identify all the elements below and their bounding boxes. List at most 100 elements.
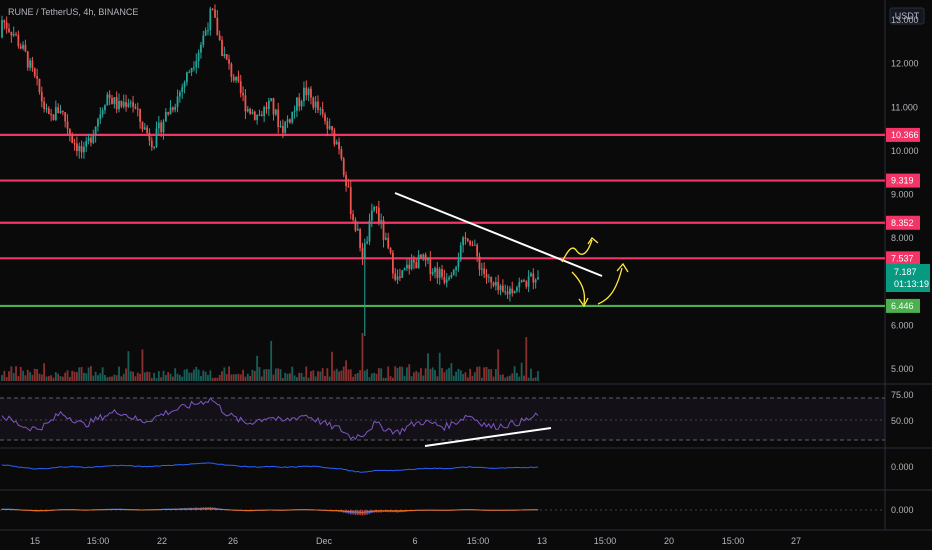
volume-bar	[253, 370, 256, 381]
volume-bar	[125, 368, 127, 381]
volume-bar	[15, 366, 17, 381]
candle-body	[174, 106, 177, 110]
candle-body	[277, 109, 280, 128]
volume-bar	[408, 364, 411, 381]
volume-bar	[478, 366, 481, 381]
price-tick-label: 6.000	[891, 320, 914, 330]
candle-body	[288, 119, 291, 123]
candle-body	[176, 96, 179, 107]
volume-bar	[335, 368, 338, 381]
candle-body	[455, 267, 457, 270]
candle-body	[312, 97, 315, 108]
candle-body	[408, 264, 411, 269]
volume-bar	[73, 371, 76, 381]
candle-body	[75, 143, 78, 152]
price-axis[interactable]: 13.00012.00011.00010.0009.0008.0007.0006…	[891, 15, 919, 374]
volume-bar	[338, 371, 340, 381]
candle-body	[389, 247, 392, 253]
volume-bar	[80, 367, 83, 381]
candle-body	[127, 103, 130, 107]
volume-bar	[352, 376, 354, 381]
volume-bar	[368, 377, 371, 381]
candle-body	[207, 30, 209, 32]
volume-bar	[457, 368, 460, 381]
candle-body	[38, 78, 41, 93]
volume-bar	[396, 367, 399, 381]
candle-body	[504, 291, 507, 293]
candle-body	[150, 140, 153, 148]
volume-bar	[354, 374, 357, 381]
volume-bar	[288, 373, 291, 381]
candle-body	[188, 72, 191, 74]
candle-body	[129, 102, 132, 104]
volume-bar	[195, 366, 198, 381]
time-axis[interactable]: 15 15:00 22 26 Dec 6 15:00 13 15:00 20 15:00 27	[30, 536, 801, 546]
level-tag	[886, 127, 920, 142]
candle-body	[197, 52, 200, 62]
price-trendline[interactable]	[394, 192, 603, 277]
candle-body	[436, 268, 439, 278]
volume-bar	[420, 368, 422, 381]
candle-body	[47, 108, 50, 115]
candle-body	[148, 132, 151, 141]
currency-button-bg[interactable]	[889, 7, 925, 25]
osc-axis-zero: 0.000	[891, 462, 914, 472]
candle-body	[141, 121, 144, 130]
volume-bar	[228, 366, 230, 381]
signal-line	[2, 508, 538, 513]
candle-body	[345, 175, 347, 187]
candle-body	[427, 257, 429, 261]
time-tick-label: 27	[791, 536, 801, 546]
candle-body	[167, 112, 170, 115]
candles-group	[1, 4, 539, 336]
candle-body	[361, 247, 364, 258]
volume-bar	[436, 376, 439, 381]
candle-body	[146, 127, 149, 133]
candle-body	[284, 121, 287, 133]
volume-bar	[469, 368, 472, 381]
candle-body	[274, 109, 277, 115]
candle-body	[160, 122, 163, 133]
volume-bar	[286, 373, 289, 381]
candle-body	[270, 98, 273, 101]
rsi-trendline[interactable]	[424, 427, 552, 447]
candle-body	[473, 244, 476, 246]
volume-bar	[104, 374, 106, 381]
volume-bar	[251, 369, 254, 381]
volume-bar	[136, 372, 139, 381]
last-price-value: 7.187	[894, 267, 917, 277]
up-arrowhead	[587, 237, 599, 245]
volume-bar	[244, 376, 247, 381]
candle-body	[54, 107, 57, 120]
volume-bar	[120, 376, 123, 381]
currency-button[interactable]: USDT	[895, 11, 920, 21]
volume-bar	[422, 375, 425, 381]
candle-body	[87, 137, 90, 141]
candle-body	[333, 130, 336, 145]
candle-body	[352, 214, 354, 220]
projection-arrows	[561, 237, 629, 308]
candle-body	[293, 110, 296, 112]
volume-bar	[534, 377, 537, 381]
volume-bar	[97, 375, 99, 381]
candle-body	[115, 97, 118, 110]
time-tick-label: Dec	[316, 536, 333, 546]
volume-bar	[466, 377, 469, 381]
volume-bar	[207, 375, 209, 381]
candle-body	[441, 269, 443, 277]
candle-body	[478, 256, 481, 270]
level-value: 6.446	[891, 301, 914, 311]
level-tag	[886, 251, 920, 266]
volume-bar	[59, 376, 62, 381]
volume-bar	[490, 369, 493, 381]
volume-bar	[366, 369, 369, 381]
volume-bar	[494, 369, 497, 381]
level-tag	[886, 215, 920, 230]
volume-bar	[43, 363, 46, 381]
candle-body	[214, 9, 216, 18]
candle-body	[57, 107, 60, 113]
volume-bar	[321, 368, 324, 381]
price-tick-label: 12.000	[891, 59, 919, 69]
